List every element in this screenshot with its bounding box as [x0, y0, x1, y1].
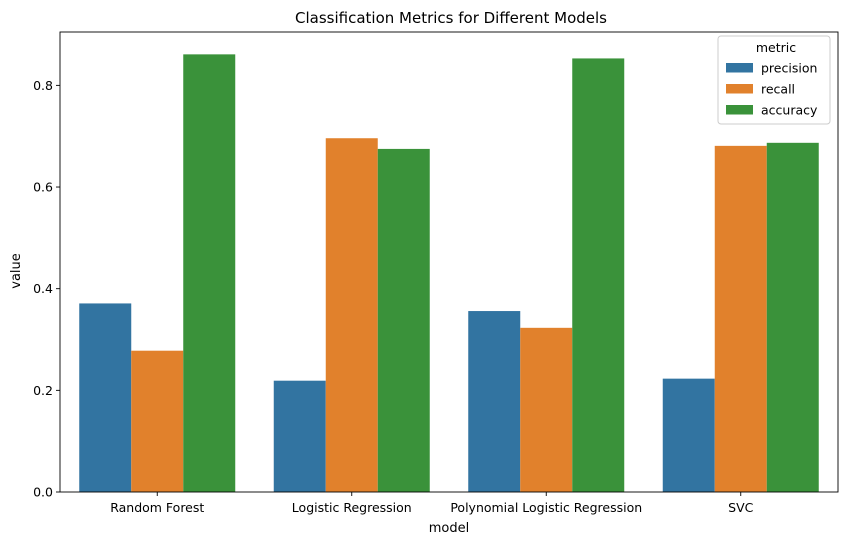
bar-recall-2: [520, 327, 573, 492]
bar-precision-3: [662, 378, 715, 492]
legend-swatch-accuracy: [726, 105, 753, 115]
legend-label-precision: precision: [761, 61, 817, 76]
x-tick-label: Random Forest: [110, 500, 204, 515]
bar-accuracy-0: [183, 54, 236, 493]
bar-accuracy-1: [377, 148, 430, 492]
legend-swatch-recall: [726, 84, 753, 94]
bar-recall-0: [131, 350, 184, 492]
bar-precision-1: [273, 380, 326, 492]
legend-label-recall: recall: [761, 82, 795, 97]
y-tick-label: 0.0: [33, 485, 53, 500]
x-tick-label: Polynomial Logistic Regression: [450, 500, 642, 515]
legend-swatch-precision: [726, 63, 753, 73]
bar-recall-3: [714, 145, 767, 493]
bar-accuracy-3: [766, 142, 819, 492]
x-tick-label: Logistic Regression: [292, 500, 412, 515]
y-axis: 0.0 0.2 0.4 0.6 0.8: [33, 78, 60, 500]
plot-frame: [59, 31, 839, 493]
bar-recall-1: [325, 138, 378, 493]
bar-accuracy-2: [572, 58, 625, 493]
x-tick-label: SVC: [728, 500, 753, 515]
y-tick-label: 0.4: [33, 281, 53, 296]
bar-precision-2: [468, 311, 521, 492]
y-tick-label: 0.8: [33, 78, 53, 93]
y-axis-title: value: [9, 253, 24, 289]
legend-box: [717, 35, 831, 125]
legend-title: metric: [756, 40, 796, 55]
chart-title: Classification Metrics for Different Mod…: [295, 9, 607, 27]
y-tick-label: 0.6: [33, 180, 53, 195]
legend: metric precision recall accuracy: [717, 35, 831, 125]
x-axis: Random Forest Logistic Regression Polynomi…: [110, 492, 754, 515]
x-axis-title: model: [429, 521, 469, 536]
bar-precision-0: [79, 303, 132, 492]
plot-area: [59, 31, 839, 493]
legend-label-accuracy: accuracy: [761, 103, 818, 118]
y-tick-label: 0.2: [33, 383, 53, 398]
